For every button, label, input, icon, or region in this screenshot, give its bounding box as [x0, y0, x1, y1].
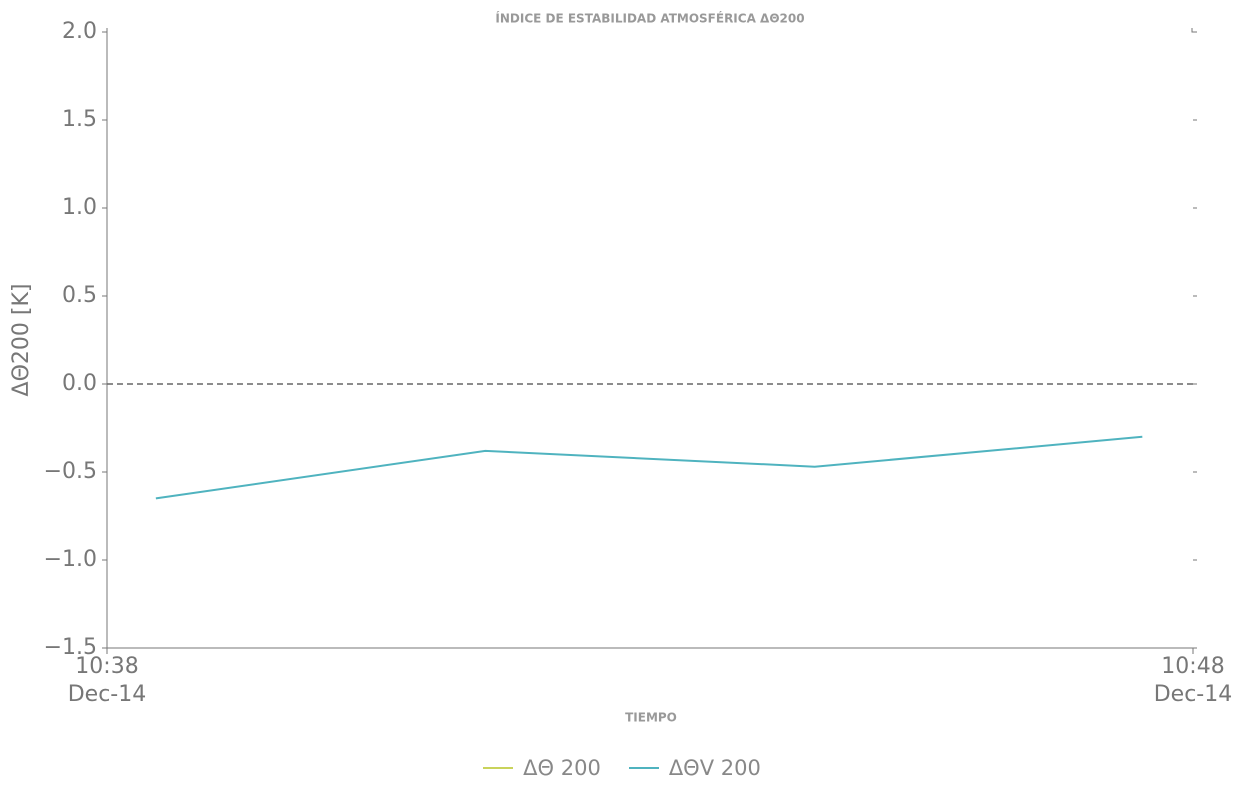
x-tick-label: 10:48 Dec-14: [1153, 654, 1233, 707]
y-tick-label: −1.5: [44, 635, 97, 660]
corner-mark: [1191, 28, 1196, 33]
legend: ΔΘ 200 ΔΘV 200: [0, 756, 1244, 780]
chart-title: ÍNDICE DE ESTABILIDAD ATMOSFÉRICA ΔΘ200: [495, 11, 804, 26]
y-tick-label: 1.0: [62, 195, 97, 220]
y-tick-label: 2.0: [62, 19, 97, 44]
y-tick-label: 0.0: [62, 371, 97, 396]
legend-item: ΔΘV 200: [628, 756, 761, 780]
legend-swatch: [628, 767, 659, 769]
y-axis-label: ΔΘ200 [K]: [9, 284, 34, 397]
y-tick-label: −1.0: [44, 547, 97, 572]
legend-label: ΔΘV 200: [668, 756, 761, 780]
legend-item: ΔΘ 200: [483, 756, 601, 780]
y-tick-label: −0.5: [44, 459, 97, 484]
legend-label: ΔΘ 200: [523, 756, 601, 780]
y-tick-label: 0.5: [62, 283, 97, 308]
x-tick-label: 10:38 Dec-14: [67, 654, 147, 707]
line-series: [155, 435, 1143, 500]
y-tick-label: 1.5: [62, 107, 97, 132]
legend-swatch: [483, 767, 514, 769]
x-axis-label: TIEMPO: [625, 711, 677, 725]
